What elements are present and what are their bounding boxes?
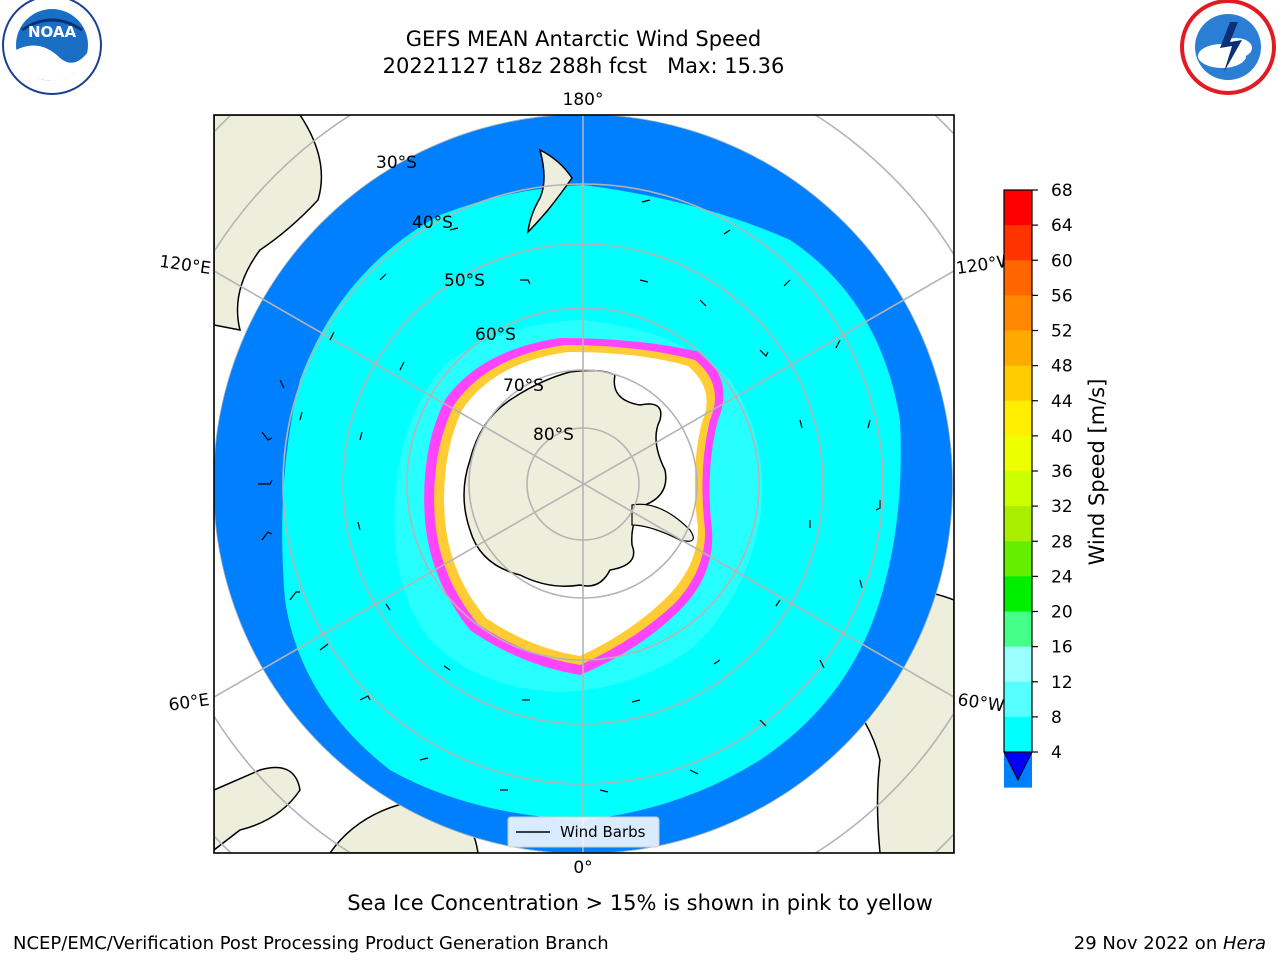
- colorbar-tick-label: 56: [1051, 286, 1073, 306]
- lon-label-0: 0°: [573, 858, 592, 878]
- footer-credit: NCEP/EMC/Verification Post Processing Pr…: [13, 933, 609, 954]
- map-frame: [213, 114, 955, 854]
- lat-label-30s: 30°S: [376, 153, 417, 173]
- colorbar-tick-label: 68: [1051, 181, 1073, 201]
- colorbar-tick-label: 20: [1051, 603, 1073, 623]
- colorbar-label: Wind Speed [m/s]: [1085, 378, 1109, 566]
- footer-date-text: 29 Nov 2022 on: [1073, 933, 1223, 954]
- colorbar-tick-label: 44: [1051, 392, 1073, 412]
- noaa-logo: NOAA: [2, 0, 102, 95]
- lat-label-60s: 60°S: [475, 325, 516, 345]
- colorbar-segment: [1004, 190, 1032, 226]
- colorbar-tick-label: 24: [1051, 567, 1073, 587]
- lat-label-50s: 50°S: [444, 271, 485, 291]
- colorbar-segment: [1004, 506, 1032, 542]
- colorbar-tick-label: 40: [1051, 427, 1073, 447]
- colorbar-segment: [1004, 435, 1032, 472]
- colorbar-segment: [1004, 716, 1032, 753]
- colorbar-tick-label: 36: [1051, 462, 1073, 482]
- meridian-lines: [214, 115, 954, 853]
- colorbar-tick-label: 48: [1051, 357, 1073, 377]
- lat-label-80s: 80°S: [533, 425, 574, 445]
- antarctic-peninsula: [631, 503, 694, 542]
- colorbar-segment: [1004, 611, 1032, 648]
- colorbar-segment: [1004, 225, 1032, 261]
- colorbar-segment: [1004, 541, 1032, 577]
- wind-barbs: [258, 199, 881, 793]
- new-zealand-land: [527, 148, 573, 235]
- colorbar-tick-label: 52: [1051, 322, 1073, 342]
- footer-date: 29 Nov 2022 on Hera: [1074, 933, 1266, 954]
- lat-label-40s: 40°S: [412, 213, 453, 233]
- colorbar: 68 64 60 56 52 48 44 40 36 32 28 24 20 16 12 8 4: [1003, 181, 1073, 788]
- australia-land: [214, 115, 323, 331]
- footer-host: Hera: [1222, 933, 1266, 954]
- colorbar-segment: [1004, 471, 1032, 507]
- colorbar-segment: [1004, 295, 1032, 331]
- colorbar-tick-label: 32: [1051, 497, 1073, 517]
- colorbar-segment: [1004, 646, 1032, 683]
- colorbar-tick-label: 8: [1051, 708, 1062, 728]
- lon-label-60w: 60°W: [956, 690, 1005, 716]
- colorbar-segment: [1004, 400, 1032, 437]
- colorbar-tick-label: 60: [1051, 251, 1073, 271]
- colorbar-segment: [1004, 681, 1032, 718]
- noaa-logo-text: NOAA: [28, 23, 77, 41]
- colorbar-segment: [1004, 365, 1032, 402]
- colorbar-segment: [1004, 576, 1032, 612]
- map-title: GEFS MEAN Antarctic Wind Speed: [405, 27, 762, 51]
- madagascar-land: [214, 766, 301, 851]
- colorbar-tick-label: 12: [1051, 673, 1073, 693]
- antarctica-land: [463, 369, 667, 587]
- map-subtitle: 20221127 t18z 288h fcst Max: 15.36: [382, 54, 785, 78]
- colorbar-tick-label: 28: [1051, 532, 1073, 552]
- colorbar-tick-label: 16: [1051, 638, 1073, 658]
- lon-label-180: 180°: [563, 90, 604, 110]
- lon-label-60e: 60°E: [167, 690, 210, 715]
- colorbar-tick-label: 64: [1051, 216, 1073, 236]
- wind-barbs-legend-label: Wind Barbs: [560, 823, 646, 841]
- wind-barbs-legend: Wind Barbs: [507, 816, 660, 848]
- colorbar-segment: [1004, 330, 1032, 367]
- nws-logo: [1180, 0, 1276, 95]
- colorbar-tick-label: 4: [1051, 743, 1062, 763]
- lon-label-120e: 120°E: [158, 252, 212, 279]
- colorbar-segment: [1004, 260, 1032, 296]
- sea-ice-caption: Sea Ice Concentration > 15% is shown in …: [347, 891, 933, 915]
- lat-label-70s: 70°S: [503, 376, 544, 396]
